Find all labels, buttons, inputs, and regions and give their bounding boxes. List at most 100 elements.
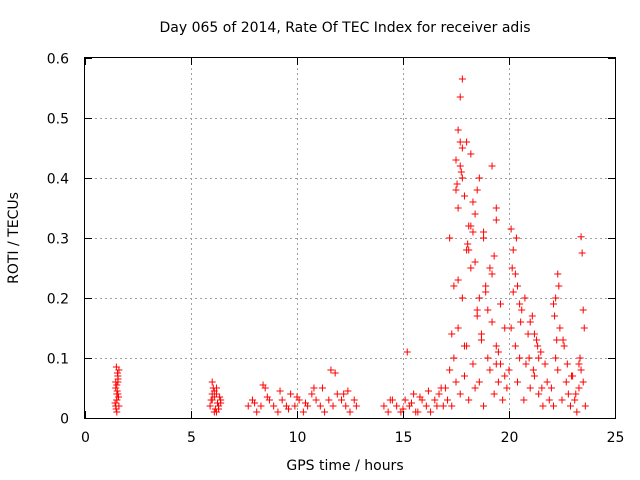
data-point xyxy=(458,75,466,83)
data-point xyxy=(410,390,418,398)
data-point xyxy=(463,138,471,146)
data-point xyxy=(543,378,551,386)
data-point xyxy=(318,384,326,392)
data-point xyxy=(555,282,563,290)
gridlines xyxy=(85,58,615,418)
data-point xyxy=(448,402,456,410)
data-point xyxy=(287,390,295,398)
data-point xyxy=(464,240,472,248)
data-point xyxy=(293,393,301,401)
y-tick-label: 0.5 xyxy=(47,112,69,128)
data-point xyxy=(545,396,553,404)
data-point xyxy=(393,402,401,410)
data-point xyxy=(344,387,352,395)
data-point xyxy=(492,342,500,350)
data-point xyxy=(475,378,483,386)
data-point xyxy=(512,234,520,242)
data-point xyxy=(403,348,411,356)
data-point xyxy=(112,363,120,371)
data-point xyxy=(577,233,585,241)
data-point xyxy=(431,396,439,404)
data-point xyxy=(552,354,560,362)
data-point xyxy=(533,336,541,344)
data-point xyxy=(554,270,562,278)
data-point xyxy=(460,372,468,380)
data-point xyxy=(427,408,435,416)
data-point xyxy=(301,399,309,407)
data-point xyxy=(529,366,537,374)
data-point xyxy=(465,246,473,254)
data-point xyxy=(471,210,479,218)
data-point xyxy=(553,336,561,344)
data-point xyxy=(299,408,307,416)
data-point xyxy=(456,162,464,170)
data-point xyxy=(501,324,509,332)
x-tick-label: 0 xyxy=(81,430,90,446)
data-point xyxy=(321,408,329,416)
data-point xyxy=(465,222,473,230)
data-point xyxy=(525,354,533,362)
data-point xyxy=(342,402,350,410)
y-tick-label: 0.3 xyxy=(47,232,69,248)
data-point xyxy=(113,396,121,404)
data-point xyxy=(581,402,589,410)
data-point xyxy=(484,354,492,362)
y-tick-labels: 0 0.1 0.2 0.3 0.4 0.5 0.6 xyxy=(47,52,69,428)
data-point xyxy=(575,360,583,368)
data-point xyxy=(477,336,485,344)
data-point xyxy=(327,366,335,374)
data-point xyxy=(513,282,521,290)
data-point xyxy=(450,354,458,362)
data-point xyxy=(412,408,420,416)
data-point xyxy=(469,228,477,236)
data-point xyxy=(486,366,494,374)
chart-title: Day 065 of 2014, Rate Of TEC Index for r… xyxy=(159,20,530,36)
data-point xyxy=(263,393,271,401)
data-point xyxy=(278,396,286,404)
data-point xyxy=(454,276,462,284)
data-point xyxy=(563,360,571,368)
data-point xyxy=(526,384,534,392)
y-axis-label: ROTI / TECUs xyxy=(6,192,22,284)
x-tick-label: 5 xyxy=(187,430,196,446)
data-point xyxy=(505,366,513,374)
data-point xyxy=(207,396,215,404)
data-point xyxy=(460,192,468,200)
data-point xyxy=(516,354,524,362)
data-point xyxy=(475,294,483,302)
data-point xyxy=(208,378,216,386)
data-point xyxy=(469,360,477,368)
data-point xyxy=(424,387,432,395)
data-point xyxy=(454,204,462,212)
data-point xyxy=(113,381,121,389)
y-tick-label: 0.2 xyxy=(47,292,69,308)
axis-ticks xyxy=(85,58,616,419)
data-point xyxy=(538,384,546,392)
data-point xyxy=(446,366,454,374)
data-point xyxy=(114,393,122,401)
data-point xyxy=(530,330,538,338)
data-point xyxy=(482,282,490,290)
data-point xyxy=(488,270,496,278)
data-point xyxy=(452,156,460,164)
data-point xyxy=(528,312,536,320)
data-point xyxy=(488,318,496,326)
data-point xyxy=(547,384,555,392)
data-point xyxy=(276,387,284,395)
data-point xyxy=(407,399,415,407)
data-point xyxy=(497,300,505,308)
data-point xyxy=(522,360,530,368)
data-point xyxy=(244,402,252,410)
data-point xyxy=(270,402,278,410)
data-point xyxy=(486,264,494,272)
data-point xyxy=(571,396,579,404)
data-point xyxy=(212,384,220,392)
data-point xyxy=(568,372,576,380)
data-point xyxy=(499,396,507,404)
data-point xyxy=(490,390,498,398)
data-point xyxy=(541,360,549,368)
data-point xyxy=(435,390,443,398)
data-point xyxy=(558,396,566,404)
data-point xyxy=(511,270,519,278)
data-point xyxy=(457,168,465,176)
